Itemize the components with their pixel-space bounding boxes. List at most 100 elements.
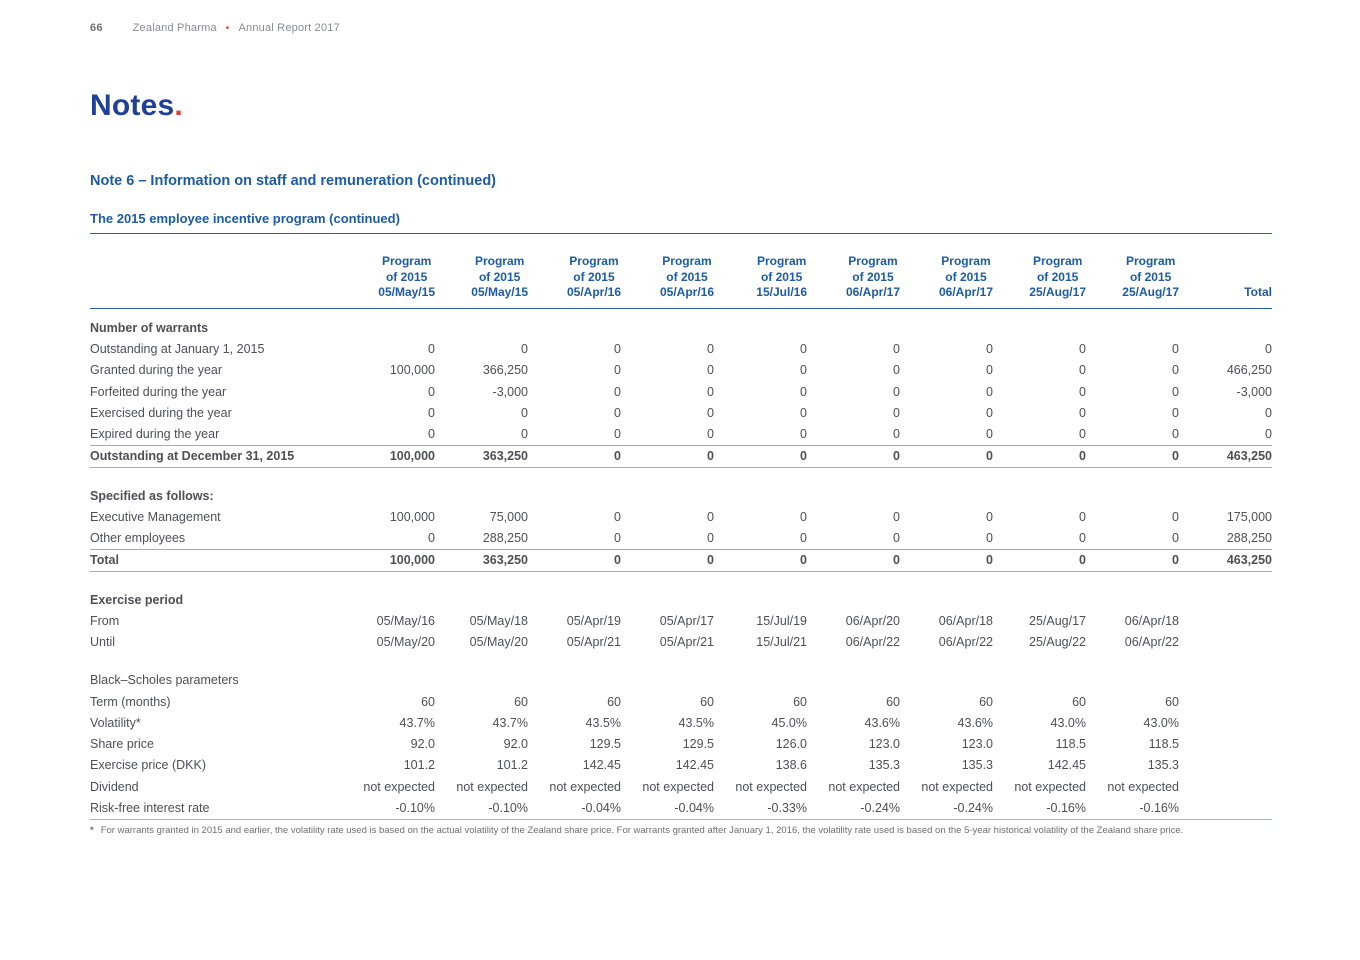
cell-value: 0: [1172, 405, 1179, 420]
cell-value: 60: [607, 694, 621, 709]
cell-value: 05/May/20: [376, 635, 435, 650]
column-header-text: Program of 2015 25/Aug/17: [1029, 254, 1086, 300]
row-label: Executive Management: [90, 509, 221, 524]
cell-value: 118.5: [1055, 737, 1086, 752]
cell-value: [1086, 308, 1179, 338]
cell-value: 05/Apr/19: [566, 613, 621, 628]
cell-value: 0: [1079, 509, 1086, 524]
cell-value: 129.5: [589, 737, 621, 752]
table-row: Term (months) 60 60 60 60 60 60 60 60 60: [90, 691, 1272, 712]
cell-value: not expected: [1107, 779, 1179, 794]
row-label: Other employees: [90, 531, 186, 546]
table-header-row: Program of 2015 05/May/15 Program of 2015…: [90, 234, 1272, 309]
cell-value: 0: [893, 363, 900, 378]
cell-value: 0: [1172, 531, 1179, 546]
column-header: Program of 2015 25/Aug/17: [1086, 234, 1179, 309]
cell-value: 05/May/20: [469, 635, 528, 650]
cell-value: [900, 485, 993, 506]
cell-value: 123.0: [868, 737, 900, 752]
column-header-text: Program of 2015 05/May/15: [471, 254, 528, 300]
table-row: Volatility* 43.7% 43.7% 43.5% 43.5% 45.0% 43.6…: [90, 712, 1272, 733]
row-label: Share price: [90, 737, 154, 752]
cell-value: 0: [614, 509, 621, 524]
cell-value: 0: [1079, 531, 1086, 546]
cell-value: 0: [428, 405, 435, 420]
table-row: Number of warrants: [90, 308, 1272, 338]
cell-value: 15/Jul/19: [756, 613, 807, 628]
cell-value: 60: [514, 694, 528, 709]
cell-value: 135.3: [868, 758, 900, 773]
cell-value: 0: [993, 548, 1086, 573]
table-row: Granted during the year 100,000 366,250 0 0 0…: [90, 360, 1272, 381]
cell-value: [528, 589, 621, 610]
cell-value: 288,250: [1226, 531, 1272, 546]
cell-value: [342, 589, 435, 610]
cell-value: 0: [1172, 384, 1179, 399]
cell-value: [1179, 755, 1272, 776]
table-body: Number of warrants Outstanding at January…: [90, 308, 1272, 820]
cell-value: [900, 670, 993, 691]
cell-value: 0: [807, 444, 900, 469]
column-header-text: Program of 2015 05/Apr/16: [566, 254, 621, 300]
row-label: Expired during the year: [90, 427, 220, 442]
cell-value: 06/Apr/18: [1124, 613, 1179, 628]
column-header: Program of 2015 25/Aug/17: [993, 234, 1086, 309]
cell-value: not expected: [642, 779, 714, 794]
cell-value: not expected: [363, 779, 435, 794]
cell-value: 0: [707, 531, 714, 546]
cell-value: 0: [986, 342, 993, 357]
cell-value: [807, 670, 900, 691]
page-header: 66 Zealand Pharma • Annual Report 2017: [90, 22, 1272, 34]
cell-value: [1179, 734, 1272, 755]
row-label: Risk-free interest rate: [90, 797, 342, 820]
column-header: Program of 2015 05/May/15: [342, 234, 435, 309]
cell-value: 0: [707, 509, 714, 524]
cell-value: 0: [521, 427, 528, 442]
column-header-text: Program of 2015 05/May/15: [378, 254, 435, 300]
cell-value: [1086, 670, 1179, 691]
cell-value: 0: [428, 427, 435, 442]
note-heading: Note 6 – Information on staff and remune…: [90, 173, 497, 189]
spacer-cell: [90, 468, 1272, 486]
column-header-text: Program of 2015 25/Aug/17: [1122, 254, 1179, 300]
cell-value: 43.5%: [585, 715, 621, 730]
cell-value: 43.6%: [864, 715, 900, 730]
cell-value: 175,000: [1226, 509, 1272, 524]
page-title-text: Notes: [90, 89, 175, 122]
row-label: Dividend: [90, 779, 139, 794]
cell-value: 101.2: [403, 758, 435, 773]
cell-value: 0: [707, 363, 714, 378]
cell-value: -0.24%: [807, 797, 900, 820]
cell-value: 60: [700, 694, 714, 709]
program-subheading: The 2015 employee incentive program (con…: [90, 211, 1272, 234]
cell-value: -3,000: [492, 384, 528, 399]
cell-value: [1179, 589, 1272, 610]
cell-value: not expected: [735, 779, 807, 794]
cell-value: [435, 308, 528, 338]
table-row: Risk-free interest rate -0.10% -0.10% -0.04…: [90, 797, 1272, 820]
cell-value: 135.3: [961, 758, 993, 773]
cell-value: -0.04%: [528, 797, 621, 820]
cell-value: 0: [900, 548, 993, 573]
row-label: Granted during the year: [90, 363, 223, 378]
table-row: Until 05/May/20 05/May/20 05/Apr/21 05/Apr/2…: [90, 632, 1272, 653]
cell-value: [528, 485, 621, 506]
cell-value: 60: [793, 694, 807, 709]
cell-value: not expected: [921, 779, 993, 794]
row-label: Term (months): [90, 694, 171, 709]
cell-value: 60: [1072, 694, 1086, 709]
cell-value: 92.0: [410, 737, 435, 752]
column-header-empty: [90, 234, 342, 309]
table-row: Black–Scholes parameters: [90, 670, 1272, 691]
table-row: Forfeited during the year 0 -3,000 0 0 0 0 0 0 0 -…: [90, 381, 1272, 402]
column-header-text: Program of 2015 06/Apr/17: [938, 254, 993, 300]
cell-value: 0: [986, 384, 993, 399]
cell-value: 75,000: [489, 509, 528, 524]
cell-value: 0: [1172, 342, 1179, 357]
column-header-text: Program of 2015 06/Apr/17: [845, 254, 900, 300]
cell-value: 0: [800, 509, 807, 524]
cell-value: [993, 308, 1086, 338]
cell-value: 366,250: [482, 363, 528, 378]
cell-value: 0: [707, 342, 714, 357]
cell-value: 0: [707, 405, 714, 420]
